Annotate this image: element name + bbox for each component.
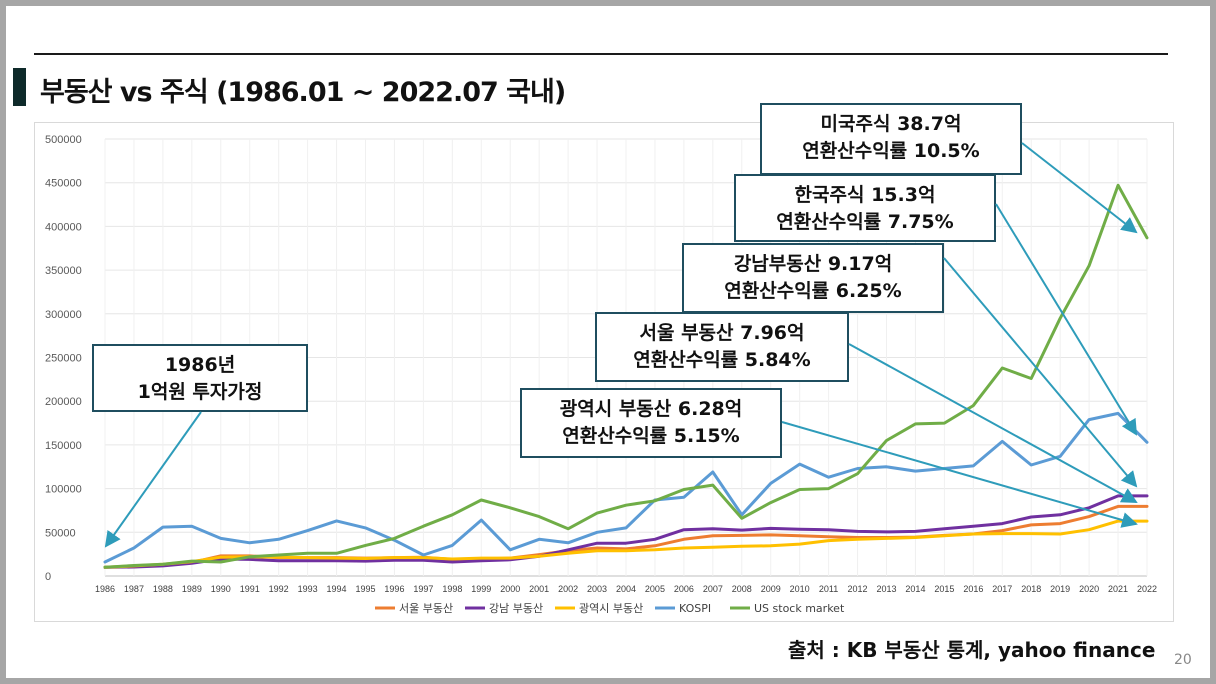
callout-seoul-line1: 서울 부동산 7.96억 bbox=[639, 322, 805, 344]
x-tick-label: 2011 bbox=[819, 584, 838, 594]
x-tick-label: 2019 bbox=[1050, 584, 1070, 594]
x-tick-label: 2007 bbox=[703, 584, 723, 594]
callout-gangnam-line1: 강남부동산 9.17억 bbox=[733, 253, 893, 275]
x-tick-label: 2008 bbox=[732, 584, 752, 594]
x-tick-label: 1989 bbox=[182, 584, 202, 594]
callout-us-line2: 연환산수익률 10.5% bbox=[802, 140, 980, 162]
callout-us-stock: 미국주식 38.7억 연환산수익률 10.5% bbox=[760, 103, 1022, 175]
y-tick-label: 100000 bbox=[45, 484, 82, 496]
y-tick-label: 300000 bbox=[45, 309, 82, 321]
legend-label-us: US stock market bbox=[754, 602, 845, 615]
x-tick-label: 2009 bbox=[761, 584, 781, 594]
legend-label-gangnam: 강남 부동산 bbox=[489, 602, 543, 615]
y-tick-label: 50000 bbox=[45, 527, 76, 539]
callout-metro-line1: 광역시 부동산 6.28억 bbox=[559, 398, 743, 420]
x-tick-label: 2010 bbox=[790, 584, 810, 594]
source-credit: 출처 : KB 부동산 통계, yahoo finance bbox=[788, 638, 1156, 662]
callout-kr-line1: 한국주식 15.3억 bbox=[794, 184, 936, 206]
page-number: 20 bbox=[1174, 652, 1192, 668]
callout-seoul: 서울 부동산 7.96억 연환산수익률 5.84% bbox=[595, 312, 849, 382]
x-tick-label: 1990 bbox=[211, 584, 231, 594]
callout-start: 1986년 1억원 투자가정 bbox=[92, 344, 308, 412]
slide-title: 부동산 vs 주식 (1986.01 ~ 2022.07 국내) bbox=[40, 77, 566, 108]
slide: 부동산 vs 주식 (1986.01 ~ 2022.07 국내) 0 50000 1… bbox=[6, 6, 1210, 678]
legend-label-kospi: KOSPI bbox=[679, 602, 711, 615]
x-tick-label: 2002 bbox=[558, 584, 578, 594]
x-tick-label: 2022 bbox=[1137, 584, 1157, 594]
callout-start-line2: 1억원 투자가정 bbox=[137, 381, 263, 403]
callout-seoul-line2: 연환산수익률 5.84% bbox=[633, 349, 811, 371]
x-tick-label: 2017 bbox=[992, 584, 1012, 594]
x-tick-label: 1991 bbox=[240, 584, 260, 594]
x-tick-label: 2012 bbox=[848, 584, 868, 594]
callout-kr-stock: 한국주식 15.3억 연환산수익률 7.75% bbox=[734, 174, 996, 242]
x-tick-label: 2013 bbox=[876, 584, 896, 594]
x-tick-label: 2018 bbox=[1021, 584, 1041, 594]
x-tick-label: 2000 bbox=[500, 584, 520, 594]
callout-gangnam-line2: 연환산수익률 6.25% bbox=[724, 280, 902, 302]
x-tick-label: 2003 bbox=[587, 584, 607, 594]
callout-kr-line2: 연환산수익률 7.75% bbox=[776, 211, 954, 233]
callout-metro-line2: 연환산수익률 5.15% bbox=[562, 425, 740, 447]
y-tick-label: 150000 bbox=[45, 440, 82, 452]
y-tick-label: 0 bbox=[45, 571, 51, 583]
y-tick-label: 400000 bbox=[45, 221, 82, 233]
x-tick-label: 2021 bbox=[1108, 584, 1128, 594]
x-tick-label: 1998 bbox=[442, 584, 462, 594]
series-line-metro bbox=[103, 519, 1149, 569]
x-tick-label: 2016 bbox=[963, 584, 983, 594]
callout-start-line1: 1986년 bbox=[164, 354, 236, 376]
legend-label-seoul: 서울 부동산 bbox=[399, 602, 453, 615]
y-tick-label: 200000 bbox=[45, 396, 82, 408]
y-tick-label: 450000 bbox=[45, 178, 82, 190]
x-tick-label: 2014 bbox=[905, 584, 925, 594]
x-tick-label: 1987 bbox=[124, 584, 144, 594]
x-tick-label: 1995 bbox=[355, 584, 375, 594]
x-tick-label: 1996 bbox=[384, 584, 404, 594]
y-tick-label: 250000 bbox=[45, 353, 82, 365]
title-marker bbox=[13, 68, 26, 106]
x-tick-label: 1997 bbox=[413, 584, 433, 594]
x-tick-label: 2001 bbox=[529, 584, 549, 594]
callout-us-line1: 미국주식 38.7억 bbox=[820, 113, 962, 135]
callout-metro: 광역시 부동산 6.28억 연환산수익률 5.15% bbox=[520, 388, 782, 458]
callout-gangnam: 강남부동산 9.17억 연환산수익률 6.25% bbox=[682, 243, 944, 313]
x-tick-label: 1999 bbox=[471, 584, 491, 594]
y-tick-label: 350000 bbox=[45, 265, 82, 277]
x-tick-label: 1992 bbox=[269, 584, 289, 594]
x-tick-label: 2006 bbox=[674, 584, 694, 594]
x-tick-label: 1986 bbox=[95, 584, 115, 594]
y-tick-label: 500000 bbox=[45, 134, 82, 146]
x-tick-label: 1993 bbox=[298, 584, 318, 594]
legend-label-metro: 광역시 부동산 bbox=[579, 602, 643, 615]
x-tick-label: 2004 bbox=[616, 584, 636, 594]
x-tick-label: 1994 bbox=[327, 584, 347, 594]
x-tick-label: 1988 bbox=[153, 584, 173, 594]
x-tick-label: 2015 bbox=[934, 584, 954, 594]
x-tick-label: 2005 bbox=[645, 584, 665, 594]
series-line-gangnam bbox=[103, 494, 1149, 569]
top-divider bbox=[34, 53, 1168, 55]
x-tick-label: 2020 bbox=[1079, 584, 1099, 594]
